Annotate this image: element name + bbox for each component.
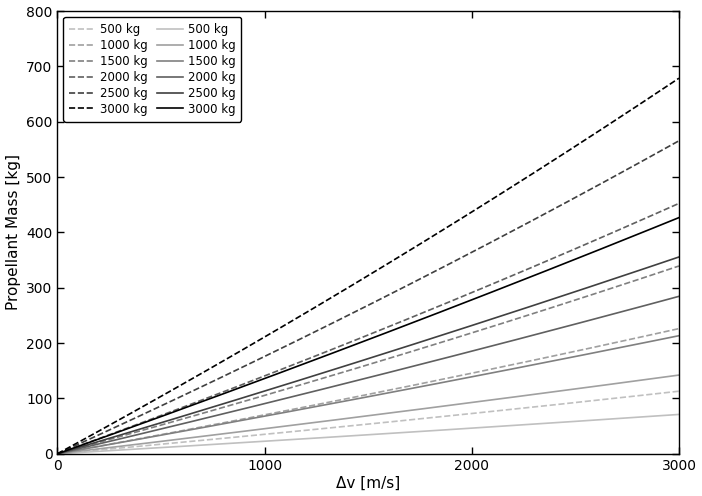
- Legend: 500 kg, 1000 kg, 1500 kg, 2000 kg, 2500 kg, 3000 kg, 500 kg, 1000 kg, 1500 kg, 2: 500 kg, 1000 kg, 1500 kg, 2000 kg, 2500 …: [63, 17, 241, 122]
- Y-axis label: Propellant Mass [kg]: Propellant Mass [kg]: [6, 154, 20, 310]
- X-axis label: Δv [m/s]: Δv [m/s]: [336, 476, 400, 491]
